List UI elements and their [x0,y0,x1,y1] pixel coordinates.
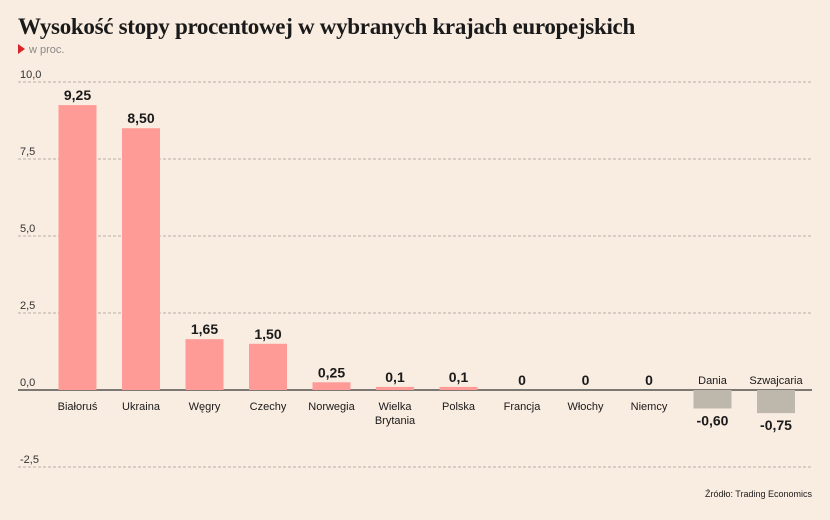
x-tick-label: Francja [504,401,542,413]
bar [58,105,97,390]
y-tick-label: -2,5 [20,454,39,466]
y-tick-label: 0,0 [20,377,35,389]
x-tick-label: Brytania [375,415,416,427]
chart-title: Wysokość stopy procentowej w wybranych k… [18,14,635,39]
x-tick-label: Czechy [250,401,287,413]
chart-subtitle: w proc. [18,44,64,56]
x-tick-label: Norwegia [308,401,355,413]
y-tick-label: 2,5 [20,300,35,312]
bar [249,343,287,390]
bar [376,386,414,390]
data-label: 0,25 [318,364,345,380]
bar [122,128,160,390]
data-label: 0 [518,372,526,388]
x-tick-label: Szwajcaria [749,375,803,387]
data-label: -0,60 [697,412,729,428]
bar [439,386,478,390]
bar [757,390,795,414]
data-label: 0 [645,372,653,388]
bar [312,382,351,390]
x-tick-label: Włochy [567,401,604,413]
data-label: 0 [582,372,590,388]
data-label: -0,75 [760,417,792,433]
x-tick-label: Węgry [189,401,221,413]
x-tick-label: Ukraina [122,401,161,413]
data-label: 8,50 [127,110,154,126]
y-tick-label: 5,0 [20,223,35,235]
y-tick-label: 7,5 [20,146,35,158]
data-label: 0,1 [449,369,469,385]
x-tick-label: Białoruś [58,401,98,413]
x-tick-label: Wielka [378,401,412,413]
data-label: 9,25 [64,87,91,103]
x-tick-label: Dania [698,375,728,387]
y-tick-label: 10,0 [20,69,41,81]
data-label: 1,65 [191,321,218,337]
source-note: Źródło: Trading Economics [704,489,812,499]
x-tick-label: Polska [442,401,476,413]
bar [693,390,732,409]
x-tick-label: Niemcy [631,401,668,413]
bar [185,339,224,390]
red-triangle-icon [18,44,25,54]
data-label: 0,1 [385,369,405,385]
unit-label: w proc. [29,44,65,56]
data-label: 1,50 [254,326,281,342]
